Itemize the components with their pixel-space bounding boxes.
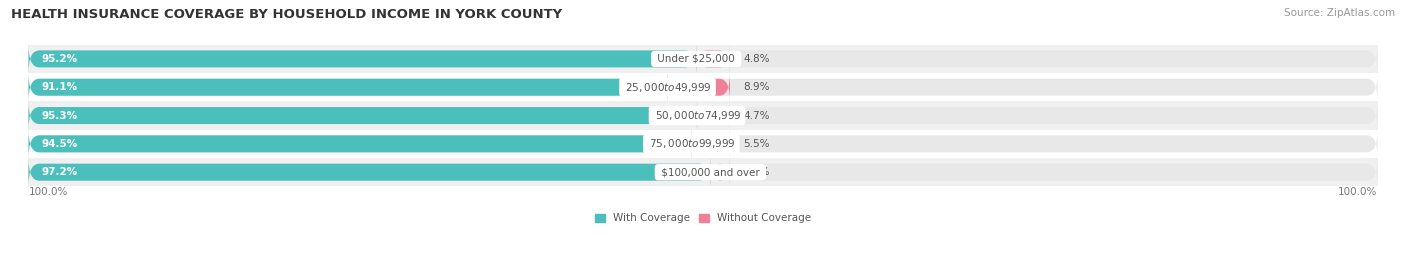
- FancyBboxPatch shape: [28, 45, 1378, 73]
- FancyBboxPatch shape: [28, 158, 710, 186]
- Text: $100,000 and over: $100,000 and over: [658, 167, 763, 177]
- Text: 95.3%: 95.3%: [42, 111, 79, 121]
- Text: Source: ZipAtlas.com: Source: ZipAtlas.com: [1284, 8, 1395, 18]
- FancyBboxPatch shape: [28, 130, 1378, 158]
- Text: $50,000 to $74,999: $50,000 to $74,999: [652, 109, 742, 122]
- Text: 2.8%: 2.8%: [744, 167, 770, 177]
- FancyBboxPatch shape: [28, 101, 1378, 130]
- FancyBboxPatch shape: [28, 45, 1378, 73]
- Text: 8.9%: 8.9%: [744, 82, 770, 92]
- Text: 94.5%: 94.5%: [42, 139, 79, 149]
- Text: 91.1%: 91.1%: [42, 82, 79, 92]
- FancyBboxPatch shape: [697, 101, 730, 130]
- Text: 5.5%: 5.5%: [744, 139, 770, 149]
- Text: $25,000 to $49,999: $25,000 to $49,999: [623, 81, 713, 94]
- Text: HEALTH INSURANCE COVERAGE BY HOUSEHOLD INCOME IN YORK COUNTY: HEALTH INSURANCE COVERAGE BY HOUSEHOLD I…: [11, 8, 562, 21]
- Text: $75,000 to $99,999: $75,000 to $99,999: [647, 137, 737, 150]
- Text: 97.2%: 97.2%: [42, 167, 79, 177]
- Text: Under $25,000: Under $25,000: [654, 54, 738, 64]
- Legend: With Coverage, Without Coverage: With Coverage, Without Coverage: [595, 213, 811, 223]
- FancyBboxPatch shape: [710, 158, 730, 186]
- Text: 95.2%: 95.2%: [42, 54, 79, 64]
- FancyBboxPatch shape: [28, 130, 1378, 158]
- Text: 100.0%: 100.0%: [1339, 187, 1378, 197]
- FancyBboxPatch shape: [28, 73, 668, 101]
- FancyBboxPatch shape: [668, 73, 730, 101]
- FancyBboxPatch shape: [28, 158, 1378, 186]
- FancyBboxPatch shape: [28, 73, 1378, 101]
- FancyBboxPatch shape: [28, 45, 696, 73]
- Text: 4.7%: 4.7%: [744, 111, 770, 121]
- FancyBboxPatch shape: [28, 101, 1378, 130]
- FancyBboxPatch shape: [696, 45, 730, 73]
- Text: 4.8%: 4.8%: [744, 54, 770, 64]
- FancyBboxPatch shape: [692, 130, 730, 158]
- Text: 100.0%: 100.0%: [28, 187, 67, 197]
- FancyBboxPatch shape: [28, 158, 1378, 186]
- FancyBboxPatch shape: [28, 130, 692, 158]
- FancyBboxPatch shape: [28, 101, 697, 130]
- FancyBboxPatch shape: [28, 73, 1378, 101]
